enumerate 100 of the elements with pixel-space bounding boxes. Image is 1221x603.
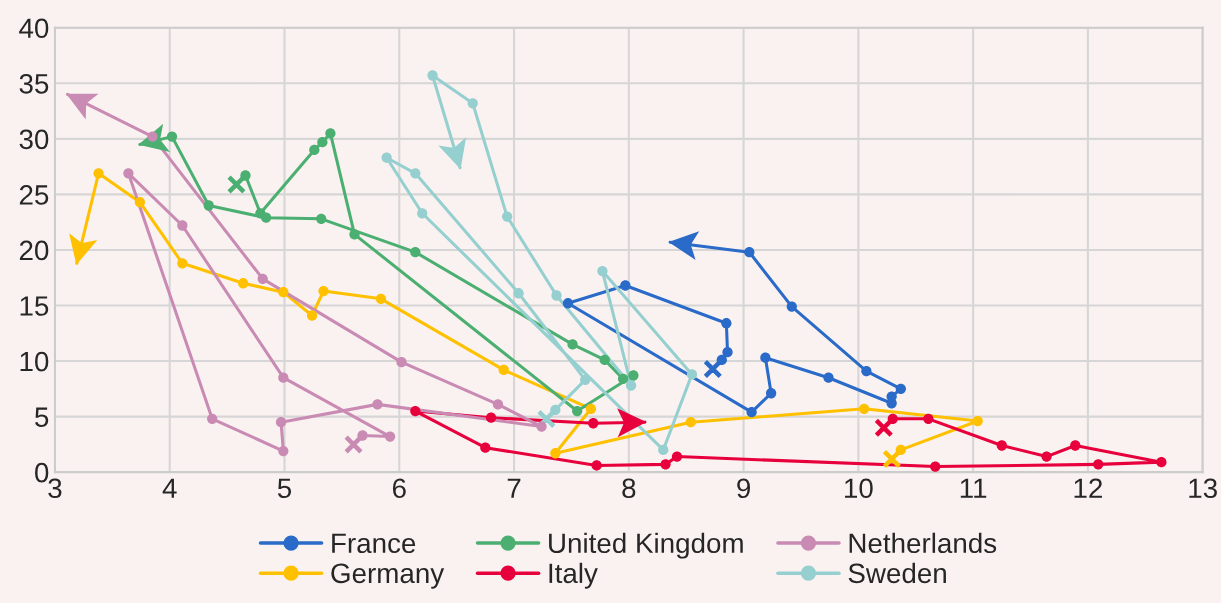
- point: [895, 383, 906, 394]
- point: [427, 70, 438, 81]
- point: [895, 444, 906, 456]
- point: [325, 128, 336, 139]
- point: [567, 339, 578, 350]
- point: [930, 461, 941, 472]
- point: [134, 197, 146, 208]
- point: [572, 405, 583, 417]
- point: [585, 403, 597, 414]
- x-tick-label: 5: [277, 478, 292, 499]
- point: [467, 98, 478, 109]
- y-tick-label: 5: [35, 407, 49, 427]
- point: [384, 431, 396, 442]
- point: [658, 444, 669, 456]
- point: [599, 354, 610, 366]
- y-tick-label: 30: [19, 129, 49, 150]
- x-tick-label: 11: [960, 478, 987, 498]
- point: [309, 144, 320, 156]
- point: [562, 298, 574, 309]
- point: [1070, 440, 1081, 451]
- point: [410, 168, 421, 179]
- point: [721, 318, 732, 329]
- point: [203, 200, 214, 211]
- point: [306, 310, 318, 321]
- point: [410, 405, 421, 417]
- point: [887, 413, 898, 424]
- point: [316, 213, 327, 224]
- point: [123, 168, 134, 179]
- point: [349, 229, 360, 240]
- point: [858, 403, 870, 414]
- point: [381, 152, 392, 163]
- point: [260, 212, 272, 223]
- point: [318, 285, 329, 297]
- point: [597, 265, 608, 277]
- point: [686, 369, 698, 380]
- x-tick-label: 4: [162, 478, 177, 498]
- point: [996, 440, 1007, 451]
- point: [375, 293, 387, 304]
- point: [485, 412, 497, 423]
- point: [278, 287, 289, 298]
- point: [317, 137, 328, 148]
- point: [744, 247, 755, 258]
- y-tick-label: 25: [19, 185, 49, 205]
- legend-label: France: [332, 533, 416, 554]
- point: [275, 417, 287, 428]
- point: [591, 460, 602, 471]
- legend-label: Germany: [331, 563, 445, 589]
- point: [550, 404, 561, 416]
- y-tick-label: 0: [35, 462, 49, 483]
- x-tick-label: 7: [507, 478, 521, 498]
- point: [671, 451, 683, 462]
- point: [410, 247, 421, 258]
- point: [786, 301, 797, 312]
- point: [1041, 451, 1052, 462]
- legend-label: Italy: [549, 562, 598, 589]
- point: [551, 290, 562, 301]
- legend-label: Sweden: [848, 562, 946, 584]
- y-tick-label: 35: [19, 73, 49, 94]
- point: [628, 370, 639, 381]
- point: [257, 273, 268, 284]
- legend-label: United Kingdom: [549, 532, 743, 559]
- point: [166, 131, 178, 142]
- x-tick-label: 13: [1189, 478, 1217, 499]
- point: [685, 417, 696, 428]
- y-tick-label: 40: [19, 18, 49, 39]
- point: [972, 415, 983, 427]
- point: [617, 373, 629, 384]
- point: [620, 280, 631, 291]
- point: [177, 220, 188, 231]
- point: [550, 448, 561, 459]
- point: [417, 208, 428, 219]
- point: [357, 430, 368, 441]
- point: [240, 170, 251, 181]
- point: [93, 168, 104, 179]
- point: [513, 288, 524, 299]
- point: [238, 278, 249, 289]
- point: [588, 418, 599, 429]
- point: [760, 352, 771, 363]
- point: [502, 211, 513, 222]
- y-tick-label: 15: [20, 296, 49, 316]
- point: [660, 459, 671, 470]
- point: [498, 364, 509, 376]
- x-tick-label: 6: [392, 478, 406, 499]
- x-tick-label: 9: [737, 478, 750, 499]
- y-tick-label: 20: [19, 240, 49, 261]
- point: [580, 374, 591, 386]
- point: [765, 388, 777, 399]
- point: [396, 357, 407, 368]
- x-tick-label: 3: [48, 478, 62, 499]
- point: [536, 421, 547, 432]
- point: [823, 372, 834, 383]
- point: [722, 347, 733, 358]
- point: [1156, 457, 1167, 468]
- point: [480, 442, 491, 453]
- x-tick-label: 12: [1074, 478, 1102, 498]
- point: [716, 354, 727, 366]
- point: [1093, 459, 1104, 470]
- point: [177, 258, 188, 269]
- point: [861, 365, 872, 377]
- point: [278, 372, 289, 383]
